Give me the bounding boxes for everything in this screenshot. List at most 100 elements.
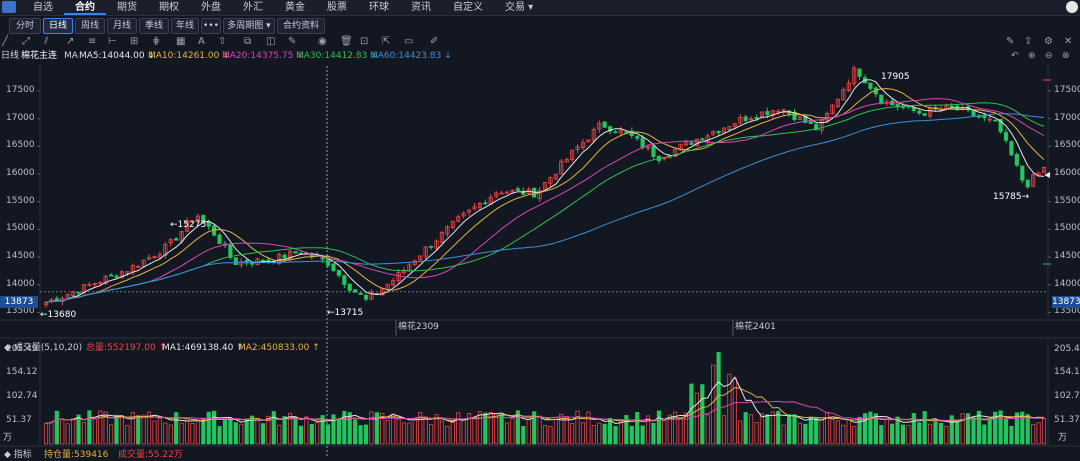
window-control-icon[interactable] xyxy=(1066,1,1078,13)
settings-icon[interactable]: ⚙ xyxy=(1044,36,1053,47)
candle-body xyxy=(434,240,439,249)
fib-tool-icon[interactable]: ⋕ xyxy=(152,36,161,47)
volume-bar xyxy=(510,418,515,445)
ray-tool-icon[interactable]: ⤢ xyxy=(22,36,30,47)
candle-body xyxy=(548,177,553,184)
multi-period-dropdown[interactable]: 多周期图 ▾ xyxy=(223,18,275,34)
volume-bar xyxy=(824,411,830,445)
candle-body xyxy=(439,232,445,243)
menu-item-2[interactable]: 期货 xyxy=(117,2,137,13)
candle-body xyxy=(564,159,569,163)
zoom-out-icon[interactable]: ⊖ xyxy=(1045,51,1053,61)
zoom-in-icon[interactable]: ⊕ xyxy=(1028,51,1036,61)
candle-body xyxy=(597,122,602,130)
copy-tool-icon[interactable]: ⧉ xyxy=(244,36,252,47)
grid-tool-icon[interactable]: ▦ xyxy=(176,36,186,47)
candle-body xyxy=(423,246,428,257)
volume-bar xyxy=(553,416,558,445)
volume-bar xyxy=(374,412,379,445)
window-icon[interactable]: ▭ xyxy=(404,36,414,47)
candle-body xyxy=(635,136,640,139)
volume-bar xyxy=(814,417,819,445)
trash-icon[interactable]: 🗑 xyxy=(340,36,353,47)
undo-icon[interactable]: ↶ xyxy=(1011,51,1019,61)
period-button-yearly[interactable]: 年线 xyxy=(171,18,199,34)
channel-tool-icon[interactable]: ⫽ xyxy=(44,36,49,47)
period-button-weekly[interactable]: 周线 xyxy=(75,18,105,34)
brush-icon[interactable]: ✐ xyxy=(430,36,439,47)
volume-bar xyxy=(846,419,851,445)
period-button-monthly[interactable]: 月线 xyxy=(107,18,137,34)
volume-bar xyxy=(1036,422,1041,445)
volume-bar xyxy=(835,420,840,445)
candle-body xyxy=(846,82,851,92)
external-icon[interactable]: ⇱ xyxy=(382,36,391,47)
menu-item-7[interactable]: 股票 xyxy=(327,2,347,13)
menu-item-3[interactable]: 期权 xyxy=(159,2,179,13)
period-button-daily[interactable]: 日线 xyxy=(43,18,73,34)
candle-body xyxy=(1009,141,1014,156)
menu-item-5[interactable]: 外汇 xyxy=(243,2,263,13)
volume-bar xyxy=(515,410,520,445)
volume-bar xyxy=(418,412,423,445)
indicator-title: ◆ 指标 xyxy=(4,450,32,460)
menu-item-10[interactable]: 自定义 xyxy=(453,2,483,13)
candle-body xyxy=(401,269,407,274)
candle-body xyxy=(277,254,282,265)
candle-body xyxy=(239,261,244,266)
volume-bar xyxy=(960,413,965,445)
menu-item-11[interactable]: 交易 ▾ xyxy=(505,2,534,13)
price-channel-icon[interactable]: ⊞ xyxy=(130,36,139,47)
menu-item-1[interactable]: 合约 xyxy=(64,0,106,15)
volume-bar xyxy=(380,413,385,445)
candle-body xyxy=(163,244,168,256)
volume-bar xyxy=(260,423,266,445)
candle-body xyxy=(998,118,1003,133)
candle-body xyxy=(781,109,786,113)
menu-item-0[interactable]: 自选 xyxy=(33,2,53,13)
volume-bar xyxy=(157,417,162,445)
candle-body xyxy=(1025,179,1030,188)
menu-item-9[interactable]: 资讯 xyxy=(411,2,431,13)
layers-icon[interactable]: ⊡ xyxy=(360,36,369,47)
share-icon[interactable]: ⇪ xyxy=(1024,36,1033,47)
menu-item-4[interactable]: 外盘 xyxy=(201,2,221,13)
candle-body xyxy=(721,127,727,133)
candle-body xyxy=(808,121,813,124)
volume-bar xyxy=(298,425,304,445)
period-toolbar: 分时 日线 周线 月线 季线 年线 ••• 多周期图 ▾ 合约资料 xyxy=(0,17,1080,34)
candle-body xyxy=(450,220,455,228)
period-button-quarterly[interactable]: 季线 xyxy=(139,18,169,34)
magnet-tool-icon[interactable]: ◫ xyxy=(266,36,276,47)
candle-body xyxy=(711,131,716,135)
volume-bar xyxy=(1031,423,1036,445)
eye-icon[interactable]: ◉ xyxy=(318,36,327,47)
extended-line-icon[interactable]: ↗ xyxy=(66,36,75,47)
volume-bar xyxy=(146,411,152,445)
volume-bar xyxy=(244,418,249,445)
horizontal-line-icon[interactable]: ⊢ xyxy=(108,36,117,47)
volume-bar xyxy=(683,412,689,445)
volume-bar xyxy=(98,410,103,445)
pen-tool-icon[interactable]: ✎ xyxy=(288,36,297,47)
close-icon[interactable]: ✕ xyxy=(1064,36,1073,47)
reset-zoom-icon[interactable]: ⊗ xyxy=(1062,51,1070,61)
candle-body xyxy=(732,123,737,127)
candle-body xyxy=(749,118,754,121)
volume-bar xyxy=(955,421,960,445)
volume-bar xyxy=(103,411,108,445)
annotation-peak-left: ←15275 xyxy=(170,220,207,230)
arrow-tool-icon[interactable]: ⇧ xyxy=(218,36,227,47)
menu-item-6[interactable]: 黄金 xyxy=(285,2,305,13)
text-tool-icon[interactable]: A xyxy=(198,36,205,47)
more-periods-button[interactable]: ••• xyxy=(201,18,221,34)
contract-info-button[interactable]: 合约资料 xyxy=(277,18,325,34)
line-tool-icon[interactable]: ╱ xyxy=(2,36,9,47)
volume-unit-left: 万 xyxy=(3,433,13,443)
edit-icon[interactable]: ✎ xyxy=(1006,36,1015,47)
period-button-intraday[interactable]: 分时 xyxy=(9,18,41,34)
parallel-line-icon[interactable]: ≡ xyxy=(88,36,97,47)
volume-bar xyxy=(483,412,488,445)
menu-item-8[interactable]: 环球 xyxy=(369,2,389,13)
